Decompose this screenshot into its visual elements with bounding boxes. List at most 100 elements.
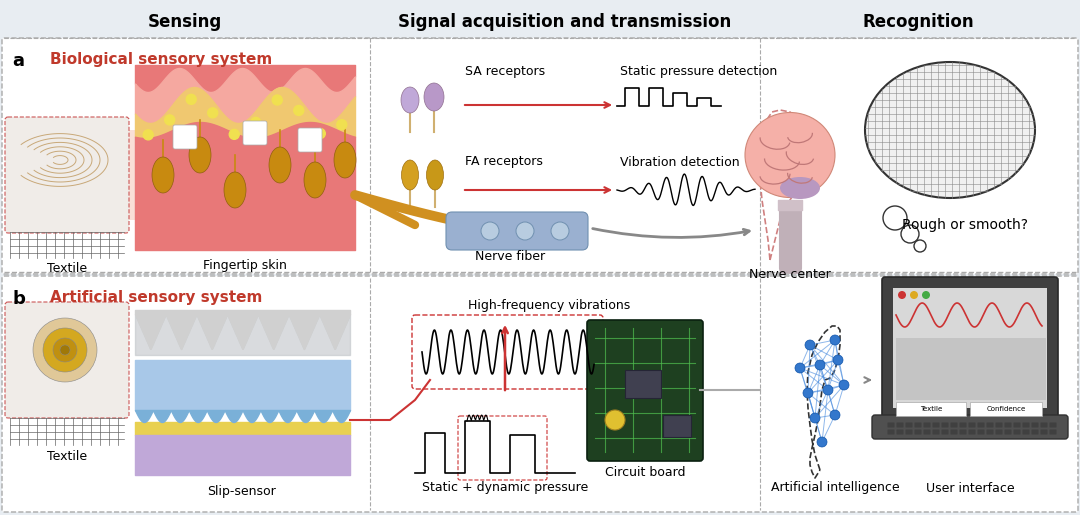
FancyBboxPatch shape: [1031, 430, 1039, 435]
Circle shape: [481, 222, 499, 240]
FancyBboxPatch shape: [1023, 422, 1029, 427]
FancyBboxPatch shape: [173, 125, 197, 149]
FancyBboxPatch shape: [1023, 430, 1029, 435]
Circle shape: [551, 222, 569, 240]
Text: b: b: [12, 290, 25, 308]
FancyBboxPatch shape: [5, 117, 129, 233]
Ellipse shape: [424, 83, 444, 111]
FancyBboxPatch shape: [882, 277, 1058, 418]
Ellipse shape: [865, 62, 1035, 198]
FancyBboxPatch shape: [959, 422, 967, 427]
Ellipse shape: [402, 160, 419, 190]
Circle shape: [33, 318, 97, 382]
FancyBboxPatch shape: [2, 276, 1078, 512]
FancyBboxPatch shape: [2, 38, 1078, 274]
Circle shape: [831, 335, 840, 345]
FancyBboxPatch shape: [969, 422, 975, 427]
Text: Confidence: Confidence: [986, 406, 1026, 412]
FancyBboxPatch shape: [915, 430, 921, 435]
Circle shape: [795, 363, 805, 373]
FancyBboxPatch shape: [888, 430, 894, 435]
FancyBboxPatch shape: [950, 422, 958, 427]
Circle shape: [816, 437, 827, 447]
Ellipse shape: [401, 87, 419, 113]
Text: Textile: Textile: [46, 450, 87, 462]
Text: Static + dynamic pressure: Static + dynamic pressure: [422, 480, 589, 493]
FancyBboxPatch shape: [942, 430, 948, 435]
Circle shape: [922, 291, 930, 299]
Text: Textile: Textile: [920, 406, 942, 412]
Circle shape: [804, 388, 813, 398]
Text: Biological sensory system: Biological sensory system: [50, 52, 272, 67]
FancyBboxPatch shape: [1031, 422, 1039, 427]
Circle shape: [60, 345, 70, 355]
FancyBboxPatch shape: [298, 128, 322, 152]
FancyBboxPatch shape: [986, 422, 994, 427]
FancyBboxPatch shape: [1013, 430, 1021, 435]
Text: Signal acquisition and transmission: Signal acquisition and transmission: [399, 13, 731, 31]
FancyBboxPatch shape: [923, 422, 931, 427]
FancyBboxPatch shape: [1050, 430, 1056, 435]
FancyBboxPatch shape: [977, 430, 985, 435]
FancyBboxPatch shape: [905, 430, 913, 435]
Circle shape: [165, 115, 175, 125]
Text: Nerve center: Nerve center: [750, 268, 831, 282]
FancyBboxPatch shape: [959, 430, 967, 435]
Circle shape: [815, 360, 825, 370]
Circle shape: [805, 340, 815, 350]
Circle shape: [229, 129, 240, 140]
FancyBboxPatch shape: [625, 370, 661, 398]
FancyBboxPatch shape: [950, 430, 958, 435]
Text: Textile: Textile: [46, 262, 87, 274]
FancyBboxPatch shape: [872, 415, 1068, 439]
FancyBboxPatch shape: [996, 430, 1002, 435]
Circle shape: [272, 95, 282, 105]
Ellipse shape: [189, 137, 211, 173]
Ellipse shape: [780, 177, 820, 199]
Text: Recognition: Recognition: [862, 13, 974, 31]
Text: Vibration detection: Vibration detection: [620, 156, 740, 168]
Circle shape: [186, 94, 197, 105]
Circle shape: [251, 117, 260, 127]
Circle shape: [883, 206, 907, 230]
Circle shape: [914, 240, 926, 252]
Text: Slip-sensor: Slip-sensor: [207, 485, 276, 497]
Ellipse shape: [745, 112, 835, 197]
FancyBboxPatch shape: [896, 338, 1047, 400]
Circle shape: [207, 108, 218, 118]
FancyBboxPatch shape: [120, 130, 138, 220]
Circle shape: [910, 291, 918, 299]
Circle shape: [823, 385, 833, 395]
FancyBboxPatch shape: [588, 320, 703, 461]
Circle shape: [833, 355, 843, 365]
Circle shape: [315, 129, 325, 139]
FancyBboxPatch shape: [977, 422, 985, 427]
FancyBboxPatch shape: [932, 430, 940, 435]
FancyBboxPatch shape: [942, 422, 948, 427]
FancyBboxPatch shape: [923, 430, 931, 435]
Circle shape: [337, 119, 347, 130]
FancyBboxPatch shape: [243, 121, 267, 145]
Circle shape: [43, 328, 87, 372]
FancyBboxPatch shape: [896, 402, 966, 416]
FancyBboxPatch shape: [893, 288, 1047, 408]
FancyBboxPatch shape: [1040, 430, 1048, 435]
Text: FA receptors: FA receptors: [465, 156, 543, 168]
Circle shape: [605, 410, 625, 430]
FancyBboxPatch shape: [5, 302, 129, 418]
FancyBboxPatch shape: [411, 315, 603, 389]
Circle shape: [53, 338, 77, 362]
FancyBboxPatch shape: [915, 422, 921, 427]
Ellipse shape: [152, 157, 174, 193]
Circle shape: [897, 291, 906, 299]
FancyBboxPatch shape: [996, 422, 1002, 427]
Circle shape: [839, 380, 849, 390]
FancyBboxPatch shape: [905, 422, 913, 427]
Circle shape: [144, 130, 153, 140]
FancyBboxPatch shape: [663, 415, 691, 437]
Circle shape: [810, 413, 820, 423]
Ellipse shape: [427, 160, 444, 190]
Text: Artificial intelligence: Artificial intelligence: [771, 482, 900, 494]
FancyBboxPatch shape: [969, 430, 975, 435]
Text: Circuit board: Circuit board: [605, 467, 685, 479]
